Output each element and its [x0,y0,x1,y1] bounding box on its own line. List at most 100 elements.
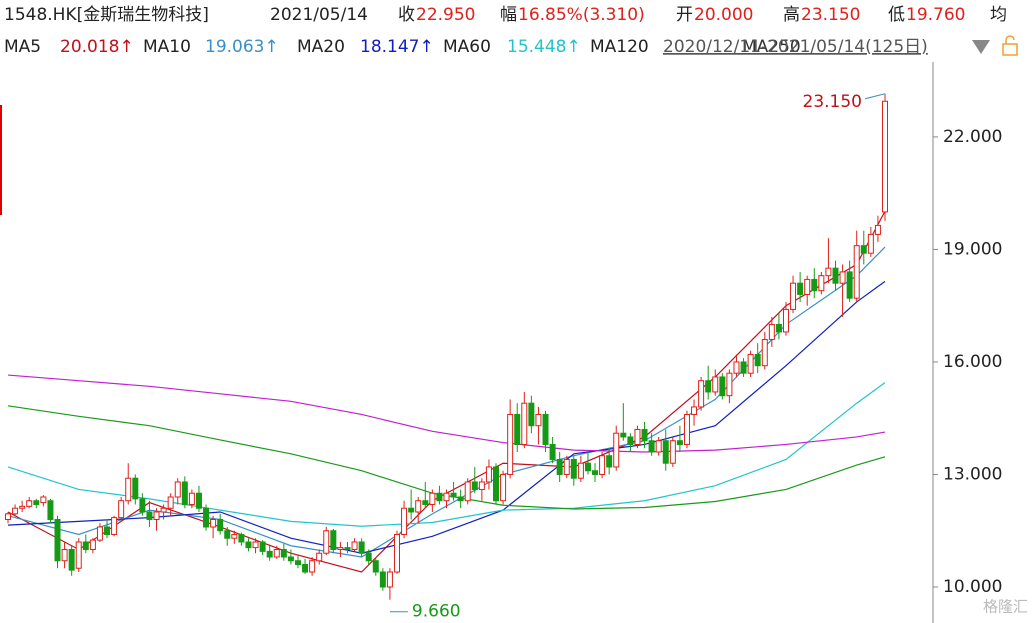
candle-body [839,271,846,284]
header-label: 幅 [500,5,517,25]
candle-body [825,267,832,277]
candle-body [507,413,514,475]
candle-body [577,462,584,479]
header-value: 16.85%(3.310) [518,5,645,25]
candle-body [104,526,111,535]
candle-body [181,481,188,505]
candle-body [620,432,627,438]
candle-body [54,518,61,562]
candle-body [691,406,698,415]
candle-body [12,507,19,515]
legend-name: MA10 [143,37,191,57]
candle-body [648,440,655,453]
candle-body [273,548,280,558]
candle-body [450,492,457,498]
candle-body [139,498,146,513]
header-value: 19.760 [906,5,965,25]
header-label: 低 [888,5,905,25]
candle-body [436,492,443,502]
candle-body [683,413,690,445]
candle-body [153,511,160,520]
annotation-label: 9.660 [412,602,461,622]
candle-body [676,440,683,445]
annotation-arrow [864,93,886,100]
legend-value: 18.147↑ [360,37,434,57]
candle-body [641,428,648,442]
candle-body [96,526,103,541]
candle-body [337,547,344,550]
legend-name: MA5 [4,37,41,57]
candle-body [217,518,224,532]
candle-body [867,233,874,254]
lock-icon[interactable] [1002,35,1018,56]
candle-body [457,496,464,502]
ma-line [7,382,886,527]
candle-body [40,496,47,504]
candle-body [210,518,217,528]
candle-body [33,500,40,505]
candle-body [768,323,775,340]
header-value: 20.000 [694,5,753,25]
watermark: 格隆汇 [983,598,1028,616]
candle-body [655,440,662,453]
candle-body [528,402,535,427]
candle-body [160,507,167,513]
candle-body [592,470,599,475]
date-range: 2020/12/11-2021/05/14(125日) [663,37,928,57]
header-value: 22.950 [416,5,475,25]
header-label: 收 [398,5,415,25]
candle-body [224,530,231,539]
candle-body [174,481,181,498]
legend-name: MA60 [443,37,491,57]
candle-body [245,541,252,549]
candle-body [712,376,719,393]
candle-body [485,466,492,483]
candle-body [259,541,266,552]
candle-body [549,443,556,460]
y-tick-label: 22.000 [943,127,1002,147]
candle-body [47,500,54,520]
candle-body [167,496,174,509]
dropdown[interactable] [972,40,990,54]
candle-body [726,372,733,397]
candle-body [89,539,96,550]
candle-body [669,440,676,464]
candle-body [231,533,238,539]
candle-body [860,245,867,254]
candle-body [252,541,259,549]
candle-body [5,513,11,520]
side-marker [0,105,2,215]
candle-body [747,353,754,374]
candle-body [26,500,33,507]
candle-body [811,278,818,292]
candle-body [634,428,641,445]
candle-body [761,338,768,367]
candle-body [408,507,415,513]
annotation-label: 23.150 [803,92,862,112]
candle-body [422,500,429,505]
candle-body [125,477,132,502]
candle-body [266,550,273,558]
candle-body [662,440,669,464]
header-label: 高 [783,5,800,25]
candle-body [195,492,202,509]
legend-name: MA20 [297,37,345,57]
candle-body [287,556,294,562]
legend-name: MA250 [742,37,801,57]
legend-name: MA120 [590,37,649,57]
candle-body [344,547,351,550]
y-tick-label: 10.000 [943,577,1002,597]
ma-lines [7,210,886,573]
candle-body [386,571,393,588]
candle-body [818,275,825,292]
candle-body [358,541,365,554]
candle-body [372,560,379,573]
candle-body [846,271,853,299]
candle-body [75,541,82,569]
candle-body [790,282,797,310]
candle-body [874,224,881,235]
candle-body [627,436,634,445]
candle-body [464,481,471,502]
candle-body [351,541,358,550]
candle-body [132,477,139,500]
